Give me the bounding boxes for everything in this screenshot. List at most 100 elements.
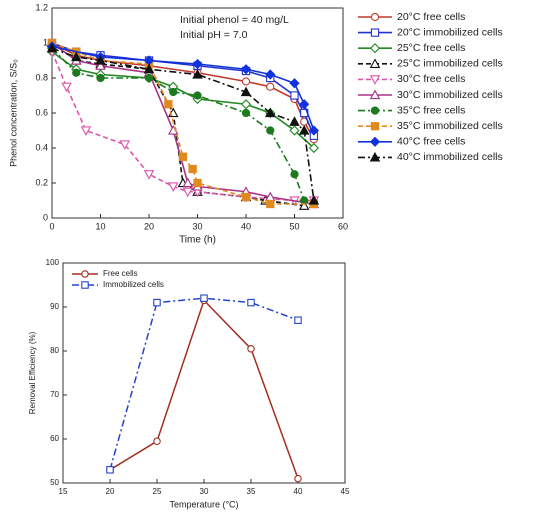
legend-marker: [370, 106, 380, 115]
marker: [298, 125, 310, 135]
annotation: Initial phenol = 40 mg/L: [180, 14, 289, 26]
marker: [188, 164, 197, 174]
marker: [289, 125, 300, 136]
legend-label: Free cells: [103, 269, 138, 278]
x-tick-label: 15: [59, 487, 68, 496]
marker: [289, 78, 300, 89]
marker: [182, 177, 194, 188]
legend-label: 35°C free cells: [397, 104, 465, 116]
marker: [95, 55, 106, 65]
y-axis-label: Removal Efficiency (%): [28, 331, 37, 414]
legend-marker: [370, 28, 380, 37]
marker: [247, 298, 255, 307]
marker: [164, 100, 173, 109]
x-tick-label: 50: [289, 221, 299, 231]
marker: [144, 73, 154, 83]
y-tick-label: 80: [50, 346, 59, 355]
legend-label: 30°C free cells: [397, 73, 465, 85]
marker: [298, 200, 310, 210]
marker: [241, 77, 251, 86]
y-tick-label: 0.6: [35, 107, 48, 117]
marker: [72, 68, 81, 77]
marker: [200, 294, 208, 302]
legend-label: 20°C free cells: [397, 11, 465, 23]
series-line: [51, 42, 305, 207]
marker: [294, 474, 302, 483]
series-line: [109, 298, 299, 479]
legend-label: Immobilized cells: [103, 280, 164, 289]
marker: [265, 69, 276, 80]
legend-marker: [369, 151, 381, 162]
marker: [80, 126, 92, 136]
marker: [308, 195, 320, 205]
marker: [241, 108, 251, 118]
marker: [300, 196, 309, 205]
marker: [266, 82, 275, 91]
marker: [294, 316, 302, 324]
x-tick-label: 35: [247, 487, 256, 496]
y-tick-label: 0.2: [35, 177, 48, 187]
marker: [143, 63, 155, 74]
y-tick-label: 1.2: [35, 2, 48, 12]
x-tick-label: 40: [241, 221, 251, 231]
series-line: [51, 42, 314, 205]
marker: [265, 107, 276, 118]
legend-label: 25°C immobilized cells: [397, 58, 503, 70]
marker: [308, 142, 319, 154]
marker: [46, 42, 58, 53]
y-tick-label: 60: [50, 434, 59, 443]
x-tick-label: 0: [49, 221, 54, 231]
marker: [178, 152, 188, 161]
marker: [241, 192, 251, 202]
x-tick-label: 20: [144, 221, 154, 231]
marker: [266, 126, 275, 135]
marker: [247, 345, 255, 353]
legend-label: 20°C immobilized cells: [397, 26, 503, 38]
marker: [266, 199, 275, 209]
legend-label: 30°C immobilized cells: [397, 89, 503, 101]
y-tick-label: 0: [43, 212, 48, 222]
marker: [153, 298, 161, 307]
marker: [290, 170, 299, 179]
marker: [106, 466, 114, 474]
legend-marker: [81, 281, 89, 289]
marker: [240, 99, 252, 110]
marker: [61, 82, 72, 93]
marker: [193, 91, 202, 100]
series-line: [109, 297, 299, 471]
marker: [192, 69, 203, 79]
x-tick-label: 25: [153, 487, 162, 496]
legend-marker: [369, 58, 381, 68]
x-tick-label: 60: [338, 221, 348, 231]
legend-label: 25°C free cells: [397, 42, 465, 54]
legend-marker: [370, 122, 380, 131]
x-tick-label: 30: [200, 487, 209, 496]
legend-marker: [369, 43, 381, 54]
marker: [96, 73, 105, 83]
marker: [153, 437, 161, 445]
x-tick-label: 40: [294, 487, 303, 496]
marker: [240, 86, 252, 97]
y-tick-label: 90: [50, 302, 59, 311]
marker: [95, 60, 106, 70]
marker: [299, 99, 310, 110]
marker: [193, 178, 202, 188]
series-line: [51, 47, 305, 201]
marker: [182, 187, 194, 198]
x-axis-label: Temperature (°C): [169, 499, 238, 509]
x-axis-label: Time (h): [179, 235, 216, 246]
annotation: Initial pH = 7.0: [180, 29, 248, 41]
x-tick-label: 20: [106, 487, 115, 496]
marker: [143, 170, 155, 180]
marker: [290, 91, 299, 100]
y-tick-label: 70: [50, 390, 59, 399]
legend-marker: [81, 270, 89, 278]
marker: [169, 87, 178, 97]
y-tick-label: 0.8: [35, 72, 48, 82]
legend-label: 35°C immobilized cells: [397, 120, 503, 132]
x-tick-label: 10: [95, 221, 105, 231]
y-tick-label: 1: [43, 37, 48, 47]
marker: [192, 58, 203, 70]
y-tick-label: 50: [50, 478, 59, 487]
